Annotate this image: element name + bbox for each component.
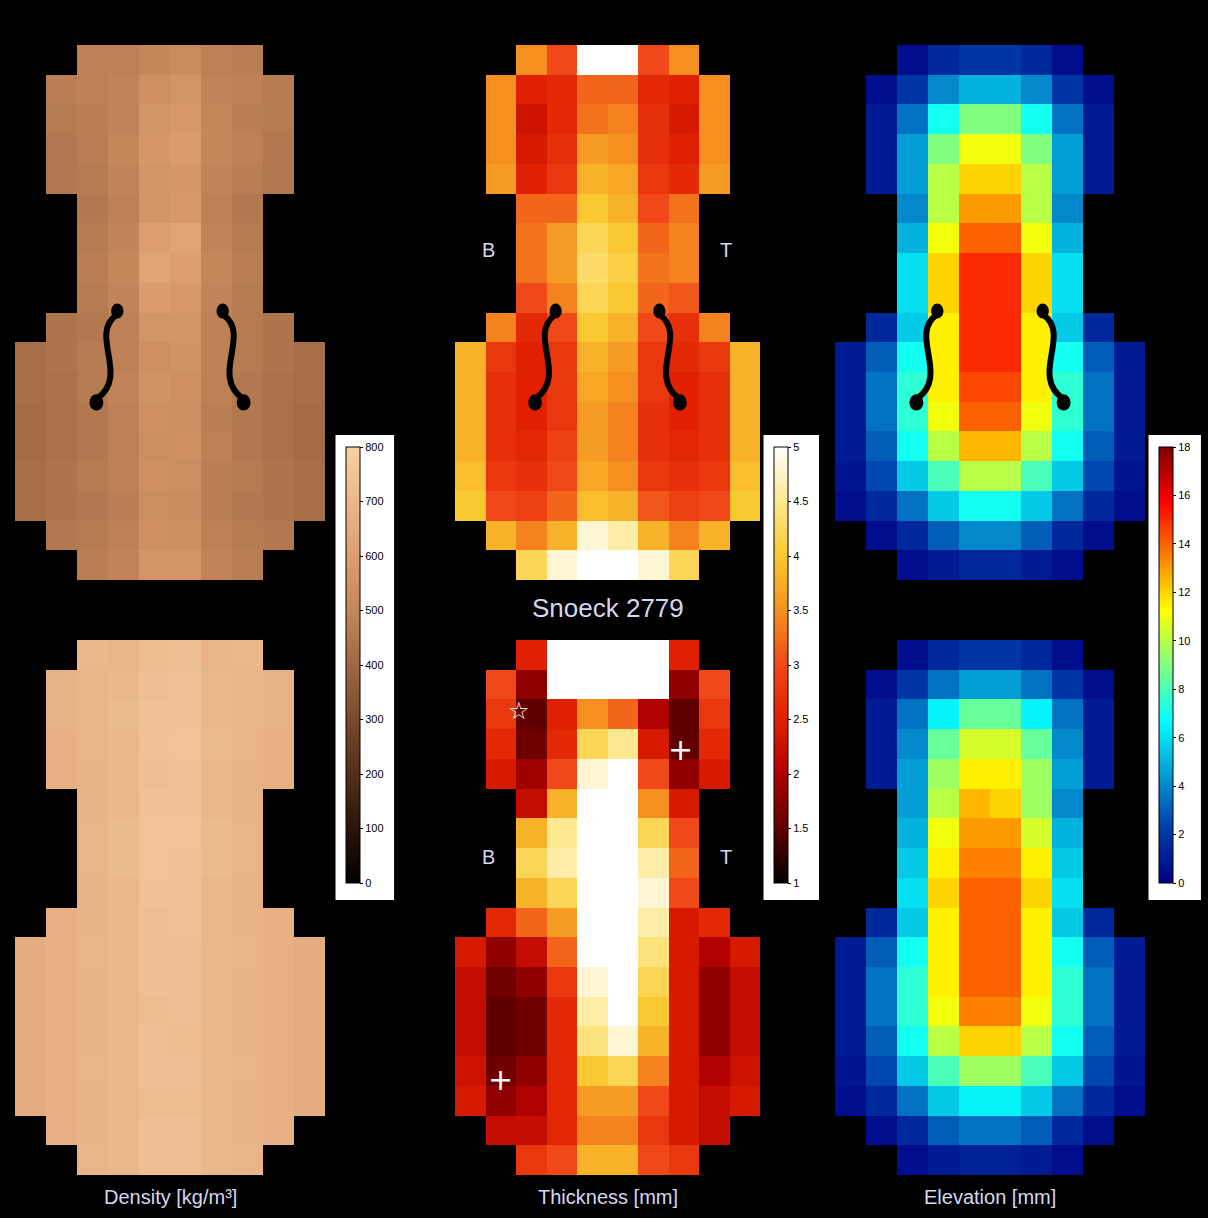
svg-text:3: 3 [793, 659, 799, 671]
svg-text:16: 16 [1178, 489, 1190, 501]
svg-text:500: 500 [365, 604, 383, 616]
svg-text:B: B [482, 846, 495, 868]
svg-text:1.5: 1.5 [793, 822, 808, 834]
svg-text:Elevation [mm]: Elevation [mm] [924, 1186, 1056, 1208]
svg-text:2.5: 2.5 [793, 713, 808, 725]
svg-text:12: 12 [1178, 586, 1190, 598]
svg-text:B: B [482, 239, 495, 261]
svg-text:4: 4 [793, 550, 799, 562]
svg-text:700: 700 [365, 495, 383, 507]
svg-text:Density [kg/m³]: Density [kg/m³] [104, 1186, 237, 1208]
svg-text:400: 400 [365, 659, 383, 671]
svg-text:☆: ☆ [508, 697, 530, 725]
svg-text:2: 2 [793, 768, 799, 780]
svg-text:2: 2 [1178, 828, 1184, 840]
svg-text:Thickness [mm]: Thickness [mm] [538, 1186, 678, 1208]
svg-text:+: + [668, 732, 693, 767]
svg-text:8: 8 [1178, 683, 1184, 695]
svg-text:Snoeck 2779: Snoeck 2779 [532, 593, 684, 623]
svg-text:T: T [720, 239, 732, 261]
svg-text:0: 0 [365, 877, 371, 889]
svg-text:0: 0 [1178, 877, 1184, 889]
svg-text:18: 18 [1178, 441, 1190, 453]
svg-text:T: T [720, 846, 732, 868]
svg-text:800: 800 [365, 441, 383, 453]
svg-text:1: 1 [793, 877, 799, 889]
svg-text:4: 4 [1178, 780, 1184, 792]
svg-text:10: 10 [1178, 635, 1190, 647]
svg-text:300: 300 [365, 713, 383, 725]
svg-text:14: 14 [1178, 538, 1190, 550]
svg-text:3.5: 3.5 [793, 604, 808, 616]
svg-text:100: 100 [365, 822, 383, 834]
svg-text:6: 6 [1178, 732, 1184, 744]
svg-text:200: 200 [365, 768, 383, 780]
svg-text:600: 600 [365, 550, 383, 562]
svg-text:+: + [488, 1062, 513, 1097]
svg-text:4.5: 4.5 [793, 495, 808, 507]
svg-text:5: 5 [793, 441, 799, 453]
